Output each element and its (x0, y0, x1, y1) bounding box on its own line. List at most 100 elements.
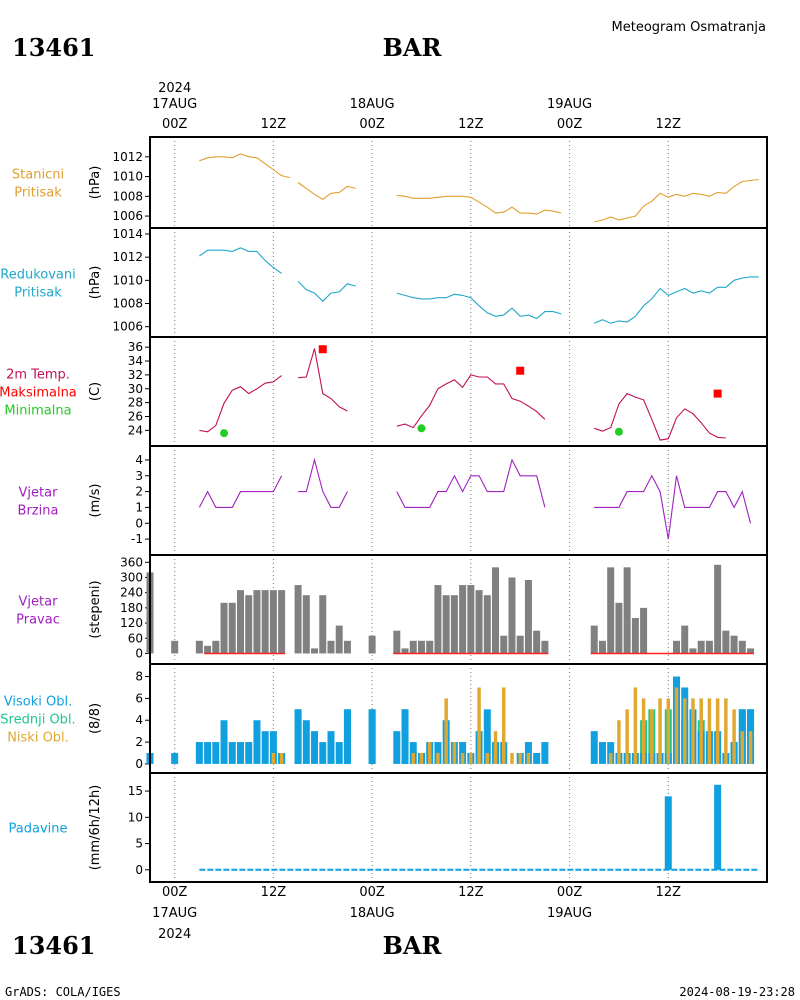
meteogram-title: Meteogram Osmatranja (612, 20, 766, 35)
cloud-high-bar (590, 731, 598, 764)
tmin-marker (220, 429, 229, 438)
wind-direction-bar (640, 607, 648, 654)
series-line (298, 457, 348, 508)
parameter-label: Visoki Obl. (4, 695, 72, 710)
y-tick-label: 1012 (112, 150, 143, 164)
y-tick-label: 300 (120, 570, 143, 584)
y-tick-label: 32 (128, 368, 143, 382)
cloud-low-bar (674, 687, 679, 764)
y-axis-label: (stepeni) (88, 580, 103, 638)
cloud-low-bar (279, 752, 284, 764)
cloud-high-bar (401, 709, 409, 764)
series-line (594, 474, 752, 540)
y-tick-label: 28 (128, 396, 143, 410)
cloud-high-bar (368, 709, 376, 764)
cloud-high-bar (393, 731, 401, 764)
y-tick-label: 0 (135, 646, 143, 660)
panel-redukovani: 1006 1008 1010 1012 1014 (hPa) Redukovani Priti… (0, 227, 768, 338)
wind-direction-bar (516, 635, 524, 654)
wind-direction-bar (623, 567, 631, 654)
wind-direction-bar (475, 590, 483, 654)
cloud-high-bar (195, 742, 203, 764)
wind-direction-bar (278, 590, 286, 654)
cloud-low-bar (732, 709, 736, 764)
tmin-marker (614, 427, 623, 436)
series-line (199, 153, 291, 179)
y-tick-label: 24 (128, 423, 143, 437)
cloud-low-bar (518, 752, 522, 764)
cloud-low-bar (617, 720, 621, 764)
y-tick-label: 240 (120, 586, 143, 600)
wind-direction-bar (409, 640, 417, 654)
timestamp: 2024-08-19-23:28 (679, 985, 795, 999)
wind-direction-bar (615, 602, 623, 654)
station-name-bottom: BAR (383, 931, 443, 960)
wind-direction-bar (261, 590, 269, 654)
time-axis-label: 00Z (162, 117, 188, 132)
cloud-high-bar (253, 720, 261, 764)
y-tick-label: 1014 (112, 227, 143, 241)
cloud-low-bar (691, 698, 695, 764)
series-line (594, 178, 759, 223)
cloud-low-bar (501, 687, 506, 764)
cloud-low-bar (699, 698, 703, 764)
cloud-high-bar (327, 731, 335, 764)
cloud-low-bar (411, 752, 416, 764)
cloud-low-bar (641, 698, 646, 764)
wind-direction-bar (598, 640, 606, 654)
cloud-low-bar (485, 752, 490, 764)
time-axis-label: 2024 (158, 81, 191, 96)
y-tick-label: 36 (128, 340, 143, 354)
cloud-high-bar (541, 742, 549, 764)
cloud-high-bar (212, 742, 220, 764)
cloud-low-bar (477, 687, 481, 764)
wind-direction-bar (195, 640, 203, 654)
station-id-top: 13461 (12, 33, 96, 62)
time-axis-label: 12Z (458, 885, 484, 900)
y-tick-label: 120 (120, 616, 143, 630)
y-tick-label: 60 (128, 631, 143, 645)
series-line (298, 348, 348, 412)
wind-direction-bar (541, 640, 549, 654)
panels: 1006100810101012(hPa)StanicniPritisak100… (0, 136, 768, 883)
cloud-low-bar (460, 752, 465, 764)
panel-oblaci: 0 2 4 6 8 (8/8) Visoki Obl. Srednji Obl. Niski O… (0, 663, 768, 774)
y-axis-label: (hPa) (88, 266, 103, 300)
y-tick-label: 5 (135, 837, 143, 851)
y-tick-label: 2 (135, 485, 143, 499)
panel-vjetar_brzina: -1 0 12 3 4 (m/s) Vjetar Brzina (18, 445, 768, 556)
time-axis-label: 12Z (458, 117, 484, 132)
wind-direction-bar (705, 640, 713, 654)
cloud-low-bar (682, 698, 687, 764)
wind-direction-bar (590, 625, 598, 654)
wind-direction-bar (697, 640, 705, 654)
cloud-high-bar (228, 742, 236, 764)
wind-direction-bar (500, 635, 508, 654)
station-id-bottom: 13461 (12, 931, 96, 960)
y-tick-label: 1010 (112, 170, 143, 184)
cloud-high-bar (245, 742, 253, 764)
tmin-marker (417, 424, 426, 433)
cloud-high-bar (220, 720, 228, 764)
wind-direction-bar (459, 585, 467, 654)
y-tick-label: 1006 (112, 320, 143, 334)
parameter-label: Brzina (18, 504, 59, 519)
time-axis-label: 12Z (261, 885, 287, 900)
wind-direction-bar (689, 648, 697, 654)
y-tick-label: 180 (120, 601, 143, 615)
parameter-label: 2m Temp. (6, 368, 70, 383)
panel-padavine: 0 5 10 15 (mm/6h/12h) Padavine (9, 772, 768, 883)
series-line (594, 392, 726, 441)
cloud-high-bar (533, 752, 541, 764)
cloud-high-bar (319, 742, 327, 764)
wind-direction-bar (722, 630, 730, 654)
series-line (396, 458, 546, 508)
y-tick-label: 1012 (112, 250, 143, 264)
wind-direction-bar (508, 577, 516, 654)
wind-direction-bar (714, 564, 722, 654)
wind-direction-bar (533, 630, 541, 654)
cloud-high-bar (598, 742, 606, 764)
cloud-low-bar (427, 742, 432, 764)
wind-direction-bar (747, 648, 755, 654)
